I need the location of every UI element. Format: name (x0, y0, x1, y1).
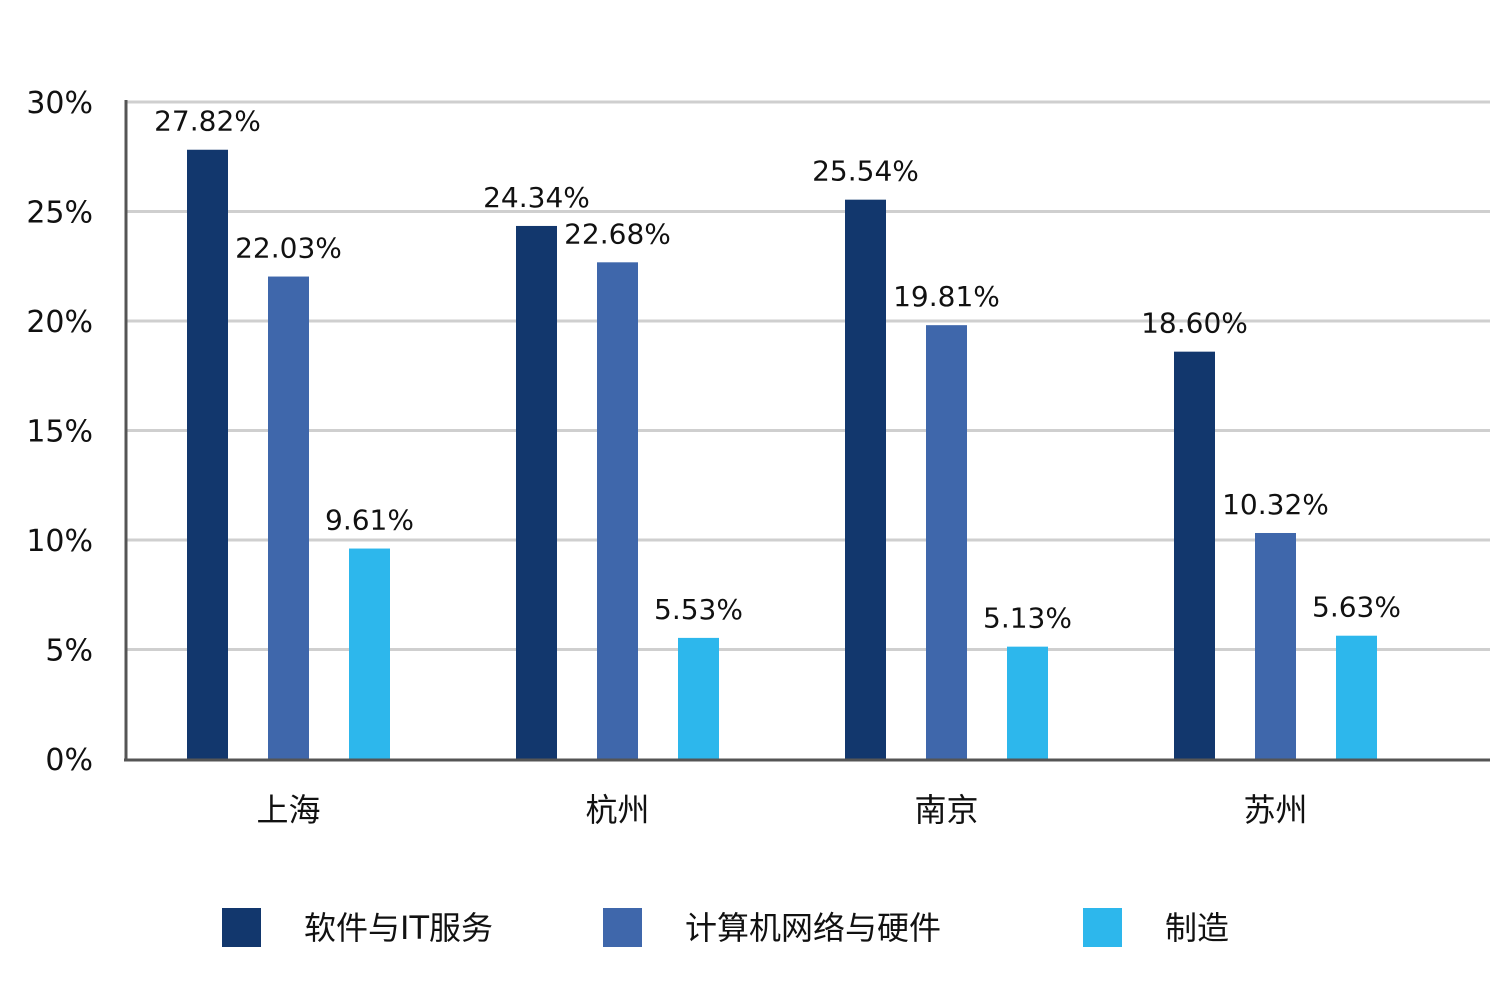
bar (1007, 646, 1048, 759)
bar (1174, 351, 1215, 759)
legend-swatch (222, 908, 261, 947)
data-label: 5.53% (654, 593, 743, 626)
data-label: 24.34% (483, 181, 590, 214)
x-category-label: 南京 (914, 791, 978, 829)
legend-swatch (1083, 908, 1122, 947)
bar (516, 225, 557, 760)
data-label: 25.54% (812, 155, 919, 188)
data-label: 22.68% (564, 217, 671, 250)
legend-label: 软件与IT服务 (304, 909, 493, 947)
axes (124, 100, 1490, 762)
y-tick-label: 15% (26, 415, 93, 450)
bar (349, 548, 390, 759)
data-labels: 27.82% 22.03% 9.61% 24.34%22.68% 5.53% 25.54%… (154, 105, 1401, 635)
data-label: 10.32% (1222, 488, 1329, 521)
bar (1336, 635, 1377, 759)
x-axis-categories: 上海 杭州 南京 苏州 (256, 791, 1307, 829)
bar (187, 149, 228, 759)
bars (187, 149, 1377, 760)
x-category-label: 苏州 (1243, 791, 1307, 829)
data-label: 5.63% (1312, 591, 1401, 624)
y-tick-label: 30% (26, 86, 93, 121)
y-axis-ticks: 0% 5% 10% 15% 20% 25% 30% (26, 86, 93, 778)
y-tick-label: 20% (26, 305, 93, 340)
bar (926, 325, 967, 759)
legend-label: 计算机网络与硬件 (685, 909, 941, 947)
x-category-label: 上海 (256, 791, 320, 829)
bar (845, 199, 886, 759)
legend-label: 制造 (1165, 909, 1229, 947)
data-label: 5.13% (983, 602, 1072, 635)
data-label: 9.61% (325, 504, 414, 537)
y-tick-label: 0% (45, 743, 93, 778)
y-tick-label: 10% (26, 524, 93, 559)
y-tick-label: 25% (26, 196, 93, 231)
data-label: 22.03% (235, 232, 342, 265)
bar (597, 262, 638, 759)
bar (268, 276, 309, 759)
legend: 软件与IT服务 计算机网络与硬件 制造 (222, 908, 1229, 947)
legend-swatch (603, 908, 642, 947)
bar (1255, 532, 1296, 759)
data-label: 18.60% (1141, 307, 1248, 340)
y-tick-label: 5% (45, 634, 93, 669)
x-category-label: 杭州 (585, 791, 649, 829)
data-label: 19.81% (893, 280, 1000, 313)
bar (678, 637, 719, 759)
data-label: 27.82% (154, 105, 261, 138)
